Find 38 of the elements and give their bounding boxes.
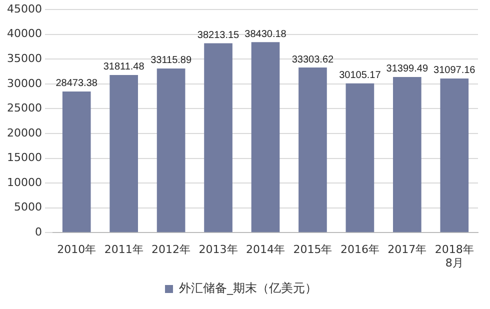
data-label: 33303.62 [292,54,334,66]
y-tick-label: 5000 [14,200,42,214]
y-tick-label: 15000 [6,151,42,164]
legend-label: 外汇储备_期末（亿美元） [179,281,317,296]
data-label: 33115.89 [150,55,192,66]
x-tick-label: 2016年 [340,243,380,256]
data-label: 31399.49 [386,64,428,75]
y-tick-label: 40000 [6,27,42,40]
x-tick-label: 2014年 [246,243,285,256]
data-label: 28473.38 [56,78,98,90]
y-tick-label: 25000 [6,102,42,115]
data-label: 38213.15 [197,30,240,41]
y-tick-label: 30000 [6,76,42,90]
x-tick-label: 2012年 [152,243,191,256]
x-tick-label: 2013年 [198,243,238,256]
bar [346,83,374,232]
y-tick-label: 10000 [6,176,42,189]
bar [62,92,91,232]
bar [298,68,327,232]
data-label: 30105.17 [339,70,382,82]
data-label: 38430.18 [244,28,287,40]
x-tick-label: 2011年 [104,243,144,256]
y-tick-label: 45000 [6,2,42,16]
bar [204,43,232,232]
data-label: 31097.16 [434,65,476,76]
y-tick-label: 35000 [6,52,42,66]
bar [393,77,422,232]
x-tick-label: 2010年 [57,243,96,256]
x-tick-label: 2015年 [293,243,332,256]
data-label: 31811.48 [103,62,145,73]
x-tick-label: 2018年8月 [434,243,474,270]
y-tick-label: 0 [34,225,42,238]
bar [110,74,138,232]
bar [156,68,186,232]
x-tick-label: 2017年 [388,243,427,256]
bar [440,78,469,232]
y-tick-label: 20000 [6,126,42,140]
bar [251,42,280,232]
